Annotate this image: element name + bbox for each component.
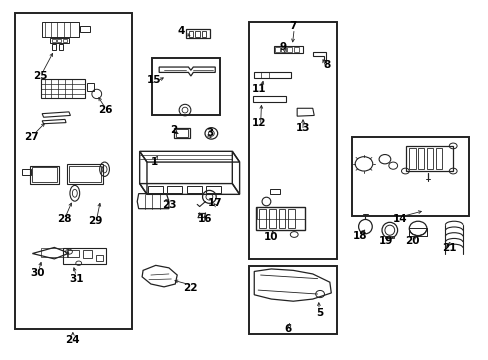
Text: 17: 17 [207, 198, 222, 208]
Text: 20: 20 [405, 236, 419, 246]
Bar [408, 228, 426, 235]
Bar [201, 31, 205, 37]
Text: 19: 19 [378, 236, 392, 246]
Bar [41, 248, 68, 257]
Bar [426, 148, 432, 169]
Text: 24: 24 [65, 334, 80, 345]
Bar [152, 58, 220, 116]
Bar [253, 96, 286, 102]
Text: 23: 23 [162, 200, 176, 210]
Bar [66, 250, 79, 257]
Text: 13: 13 [295, 123, 309, 133]
Text: 8: 8 [323, 60, 330, 70]
Bar [195, 31, 199, 37]
Bar [249, 266, 336, 334]
Bar [188, 31, 193, 37]
Bar [15, 13, 132, 329]
Bar [185, 30, 210, 39]
Text: 21: 21 [441, 243, 456, 253]
Text: 5: 5 [316, 308, 323, 318]
Bar [148, 186, 162, 193]
Text: 16: 16 [198, 215, 212, 224]
Bar [268, 209, 275, 228]
Bar [167, 186, 182, 193]
Bar [256, 207, 305, 230]
Text: 29: 29 [88, 216, 103, 226]
Bar [406, 146, 452, 171]
Bar [408, 148, 415, 169]
Bar [82, 250, 92, 258]
Bar [176, 129, 187, 137]
Text: 28: 28 [57, 215, 71, 224]
Bar [435, 148, 441, 169]
Bar [351, 137, 468, 216]
Text: 15: 15 [147, 75, 161, 85]
Bar [186, 186, 201, 193]
Text: 26: 26 [98, 105, 113, 115]
Text: 1: 1 [150, 157, 158, 167]
Bar [417, 148, 424, 169]
Bar [173, 128, 190, 138]
Bar [270, 189, 280, 194]
Text: 12: 12 [251, 118, 266, 128]
Bar [273, 46, 303, 53]
Bar [385, 236, 393, 238]
Bar [249, 22, 336, 259]
Bar [287, 47, 292, 51]
Text: 4: 4 [177, 26, 184, 36]
Text: 30: 30 [30, 268, 44, 278]
Text: 18: 18 [352, 231, 367, 240]
Bar [59, 44, 63, 50]
Text: 31: 31 [69, 274, 83, 284]
Bar [42, 22, 79, 37]
Text: 2: 2 [170, 125, 177, 135]
Bar [288, 209, 295, 228]
Bar [96, 255, 103, 261]
Bar [41, 79, 84, 98]
Bar [278, 209, 285, 228]
Bar [281, 47, 285, 51]
Text: 25: 25 [33, 71, 48, 81]
Text: 7: 7 [289, 21, 296, 31]
Bar [293, 47, 298, 51]
Text: 3: 3 [206, 129, 214, 138]
Text: 27: 27 [24, 132, 39, 142]
Text: 22: 22 [182, 283, 197, 293]
Bar [254, 72, 290, 78]
Bar [62, 39, 66, 42]
Bar [52, 44, 56, 50]
Text: 6: 6 [284, 324, 291, 334]
Bar [80, 26, 90, 32]
Bar [259, 209, 265, 228]
Bar [87, 83, 94, 91]
Text: 9: 9 [279, 42, 286, 52]
Text: 10: 10 [264, 232, 278, 242]
Bar [57, 39, 61, 42]
Text: 14: 14 [392, 215, 407, 224]
Bar [52, 39, 56, 42]
Bar [206, 186, 221, 193]
Bar [50, 38, 69, 43]
Bar [274, 47, 279, 51]
Text: 11: 11 [251, 84, 266, 94]
